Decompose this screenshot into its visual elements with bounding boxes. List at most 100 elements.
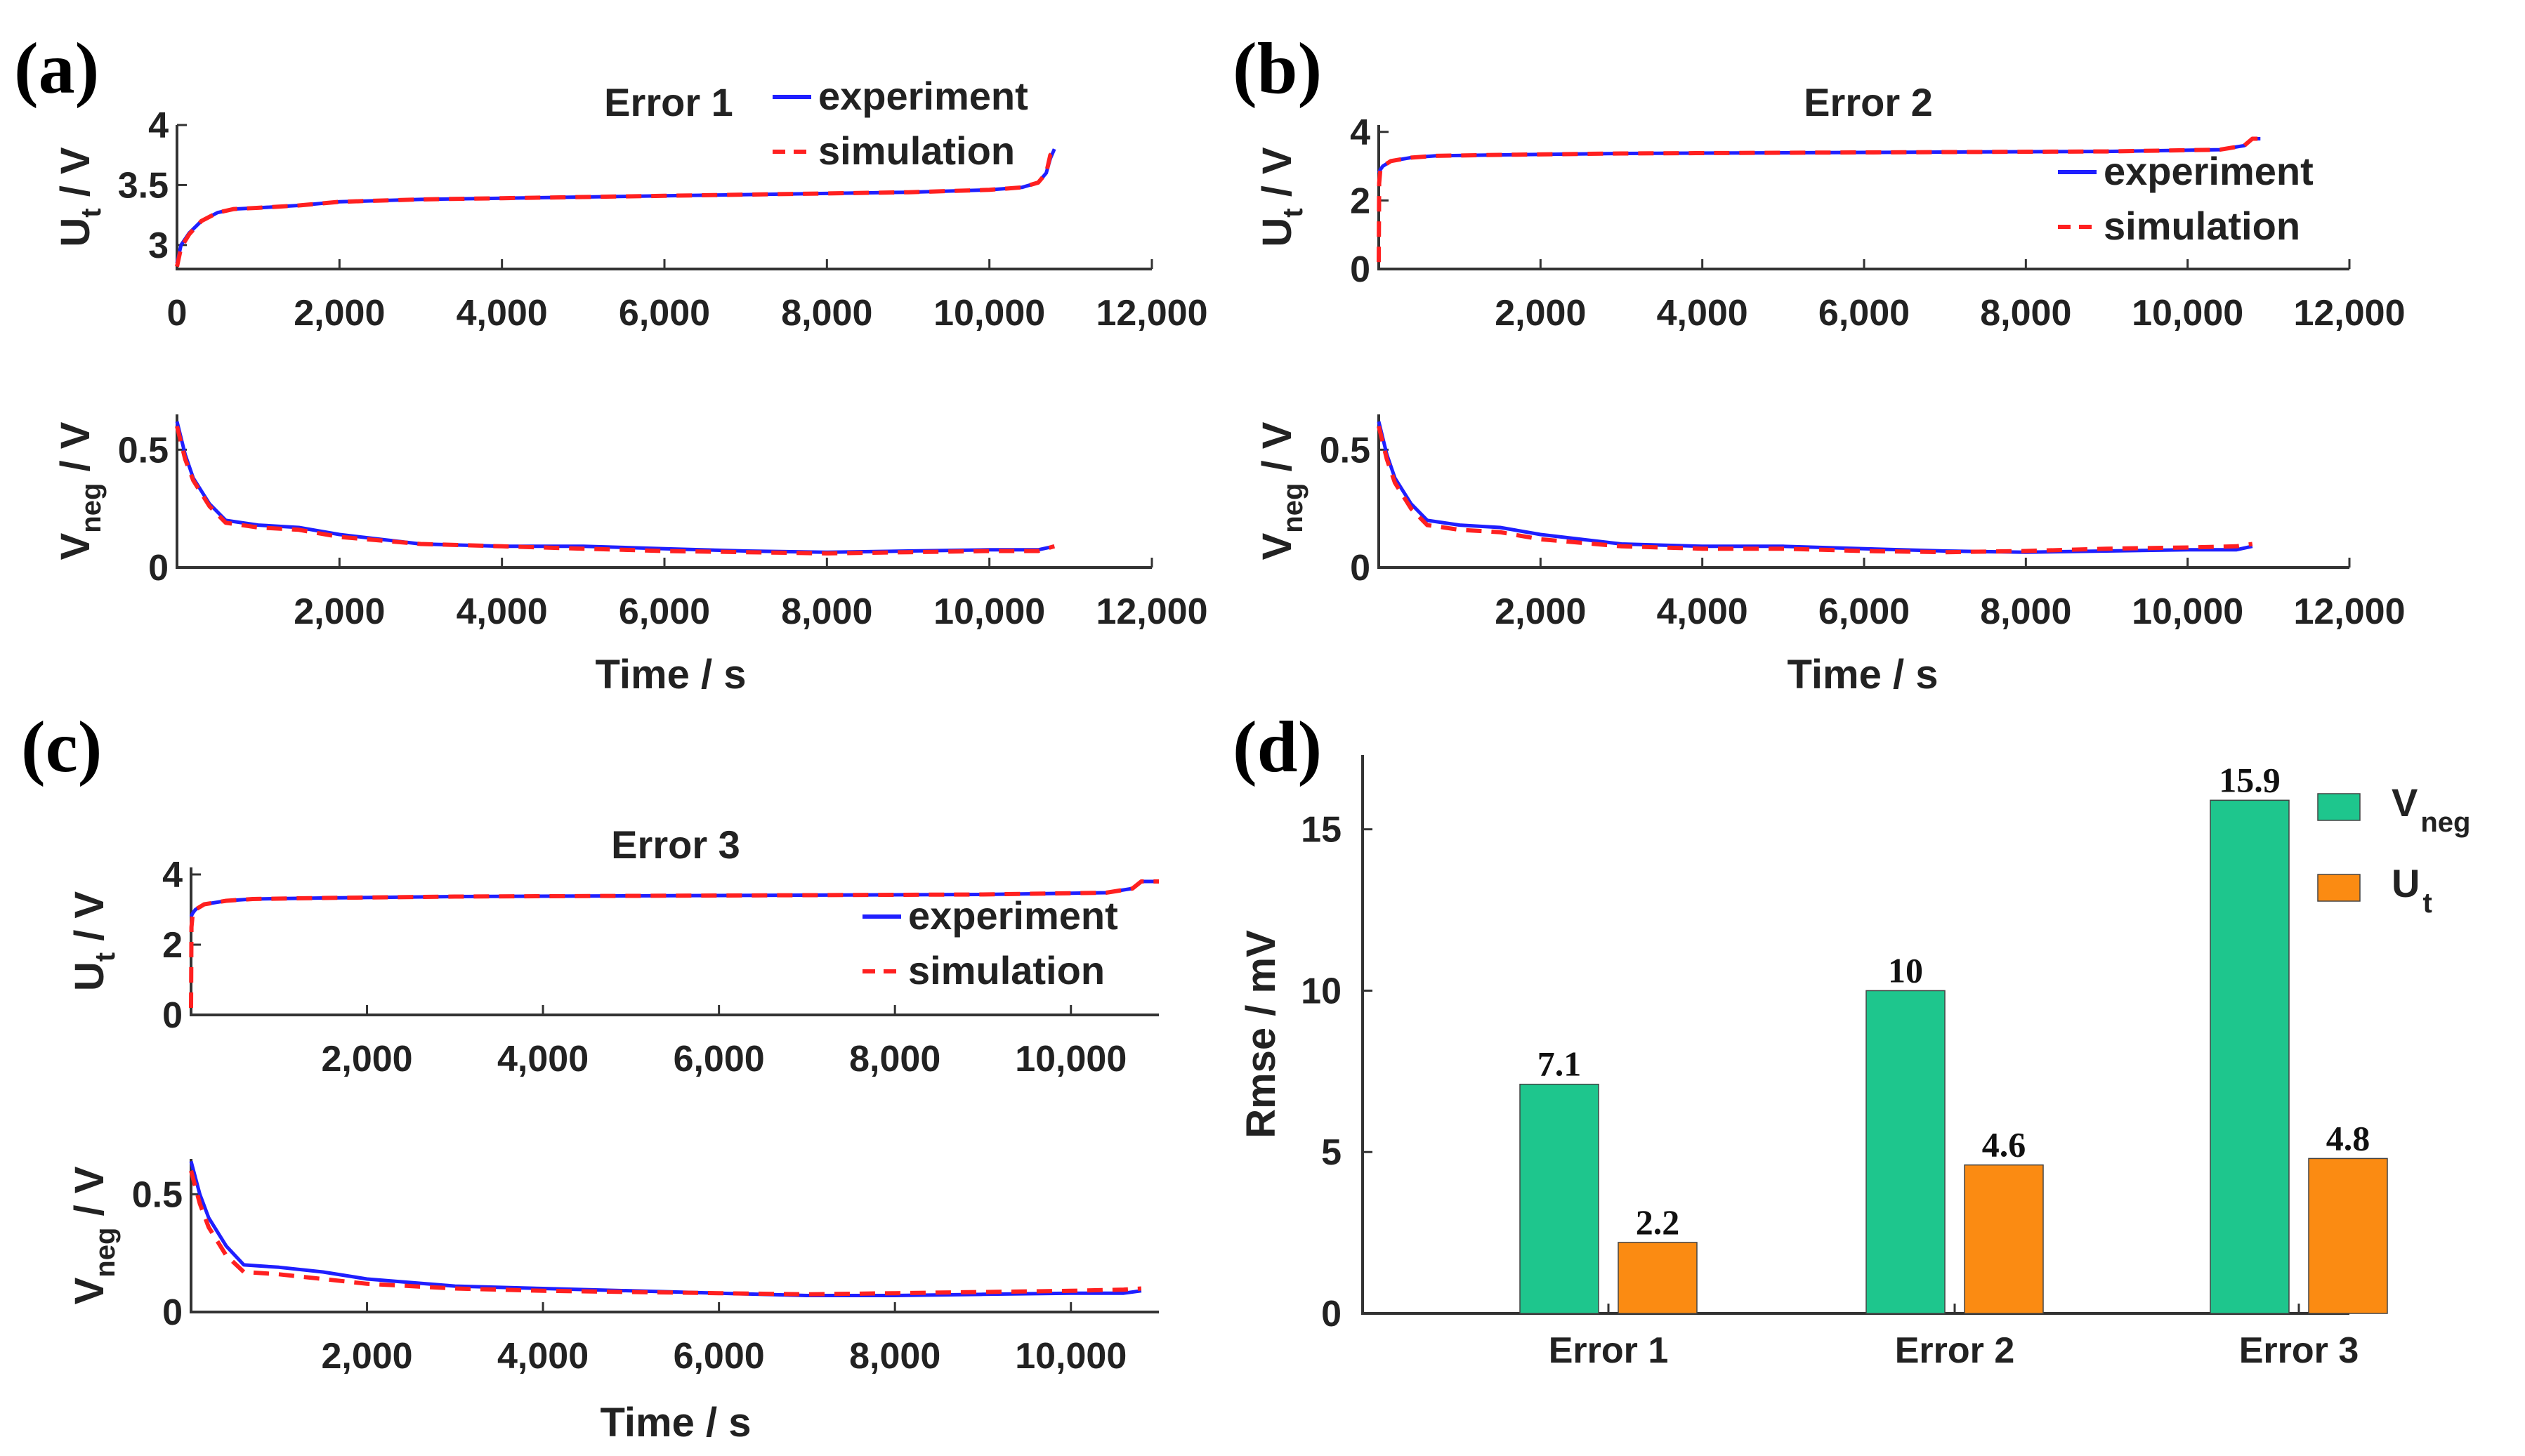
x-tick-label: 4,000 <box>1657 591 1748 632</box>
axis-label-main: V <box>53 532 98 560</box>
panel-d-bar-chart: 0 5 10 15 Rmse / mV Error 1 7.1 2.2 Error 2 10 4.6… <box>1238 755 2470 1371</box>
axis-label-subscript: neg <box>1278 483 1309 533</box>
x-tick-label: 2,000 <box>321 1039 412 1080</box>
x-tick-label: 10,000 <box>2132 591 2243 632</box>
x-tick-label: 8,000 <box>1980 293 2071 334</box>
bar-vneg-2 <box>1865 990 1946 1314</box>
series-experiment-line <box>189 879 1159 918</box>
axis-label-subscript: neg <box>90 1228 121 1278</box>
x-tick-label: 8,000 <box>781 591 872 632</box>
panel-b-x-axis-label: Time / s <box>1788 652 1939 697</box>
panel-a-x-axis-label: Time / s <box>596 652 747 697</box>
series-experiment-line <box>189 1160 1142 1297</box>
y-tick-label: 2 <box>162 925 183 966</box>
y-tick-label: 5 <box>1321 1132 1342 1173</box>
axis-label-main: U <box>1254 218 1300 247</box>
y-axis-label-text: Rmse / mV <box>1238 930 1284 1139</box>
x-tick-label: 8,000 <box>1980 591 2071 632</box>
axis-label-unit: / V <box>1254 147 1300 208</box>
y-axis-label-text: Ut / V <box>67 891 121 992</box>
bar-data-label: 2.2 <box>1636 1202 1680 1242</box>
y-tick-label: 2 <box>1350 181 1370 221</box>
panel-a-title: Error 1 <box>604 80 733 124</box>
x-tick-label: 6,000 <box>619 293 710 334</box>
bar-data-label: 15.9 <box>2219 760 2281 799</box>
x-tick-label: 6,000 <box>674 1336 765 1377</box>
x-tick-label: 12,000 <box>2293 293 2405 334</box>
y-tick-label: 0.5 <box>118 430 169 471</box>
y-tick-label: 4 <box>1350 112 1370 153</box>
x-tick-label: 8,000 <box>849 1039 940 1080</box>
panel-label-c: (c) <box>21 707 102 787</box>
y-axis-label: Ut / V <box>1254 147 1309 247</box>
series-simulation-line <box>1377 426 2253 555</box>
x-tick-label: Error 3 <box>2239 1330 2359 1371</box>
axis-label-main: U <box>67 962 112 991</box>
bar-data-label: 7.1 <box>1537 1044 1582 1084</box>
axis-label-subscript: t <box>1278 208 1309 217</box>
panel-c-vneg-plot: 0 0.5 2,000 4,000 6,000 8,000 10,000 Vneg / V <box>67 1159 1159 1377</box>
bar-vneg-3 <box>2210 799 2290 1314</box>
y-axis-label-text: Vneg / V <box>53 421 107 560</box>
series-experiment-line <box>175 421 1055 554</box>
x-tick-label: 2,000 <box>321 1336 412 1377</box>
bar-ut-3 <box>2308 1157 2388 1314</box>
y-tick-label: 4 <box>162 855 183 896</box>
x-tick-label: 8,000 <box>849 1336 940 1377</box>
x-tick-label: 10,000 <box>2132 293 2243 334</box>
x-tick-label: 12,000 <box>2293 591 2405 632</box>
x-tick-label: Error 2 <box>1895 1330 2015 1371</box>
x-tick-label: 4,000 <box>457 293 548 334</box>
series-simulation-line <box>175 147 1060 268</box>
y-axis-label: Rmse / mV <box>1238 930 1284 1139</box>
y-tick-label: 3 <box>148 225 169 266</box>
series-experiment-line <box>1377 421 2253 554</box>
axes <box>176 414 1152 569</box>
y-axis-label-text: Vneg / V <box>1254 421 1309 560</box>
panel-a-vneg-plot: 0 0.5 2,000 4,000 6,000 8,000 10,000 12,000 Vneg… <box>53 414 1208 632</box>
bar-data-label: 10 <box>1888 950 1923 990</box>
y-tick-label: 15 <box>1301 810 1342 851</box>
panel-label-b: (b) <box>1233 28 1322 109</box>
y-tick-label: 0 <box>1350 548 1370 589</box>
y-tick-label: 0.5 <box>132 1174 183 1215</box>
panel-b-ut-plot: 0 2 4 2,000 4,000 6,000 8,000 10,000 12,000 Ut / … <box>1254 112 2406 334</box>
axes <box>1377 414 2349 569</box>
y-axis-label-text: Ut / V <box>53 147 107 247</box>
axes <box>1361 755 2349 1315</box>
axes <box>190 1159 1159 1313</box>
panel-c-ut-plot: 0 2 4 2,000 4,000 6,000 8,000 10,000 Ut / V <box>67 855 1159 1080</box>
legend-simulation-label: simulation <box>818 129 1015 173</box>
legend-label-subscript: neg <box>2420 807 2470 838</box>
y-tick-label: 0 <box>148 548 169 589</box>
x-tick-label: 4,000 <box>1657 293 1748 334</box>
y-tick-label: 0 <box>1350 249 1370 290</box>
bar-data-label: 4.6 <box>1982 1125 2026 1165</box>
axis-label-subscript: neg <box>76 483 107 533</box>
x-tick-label: 6,000 <box>1818 591 1910 632</box>
panel-c-x-axis-label: Time / s <box>601 1400 752 1445</box>
axis-label-subscript: t <box>90 952 121 962</box>
y-axis-label: Ut / V <box>67 891 121 992</box>
x-tick-label: 2,000 <box>1495 591 1586 632</box>
series-simulation-line <box>175 426 1056 556</box>
legend-simulation-label: simulation <box>908 948 1105 992</box>
legend-label-main: V <box>2392 780 2418 825</box>
x-tick-label: 2,000 <box>1495 293 1586 334</box>
x-tick-label: 12,000 <box>1096 293 1207 334</box>
y-tick-label: 0 <box>162 995 183 1036</box>
bar-ut-2 <box>1964 1164 2044 1314</box>
series-simulation-line <box>1377 136 2261 263</box>
x-tick-label: 2,000 <box>294 293 385 334</box>
panel-a-ut-plot: 3 3.5 4 0 2,000 4,000 6,000 8,000 10,000 12,000 Ut… <box>53 105 1208 334</box>
y-tick-label: 0 <box>1321 1294 1342 1334</box>
legend-ut-swatch <box>2317 874 2361 902</box>
x-tick-label: 10,000 <box>933 591 1045 632</box>
panel-b-vneg-plot: 0 0.5 2,000 4,000 6,000 8,000 10,000 12,000 Vneg… <box>1254 414 2406 632</box>
axes <box>190 867 1159 1016</box>
legend-label-main: U <box>2392 861 2420 905</box>
x-tick-label: 12,000 <box>1096 591 1207 632</box>
panel-b-title: Error 2 <box>1804 80 1933 124</box>
